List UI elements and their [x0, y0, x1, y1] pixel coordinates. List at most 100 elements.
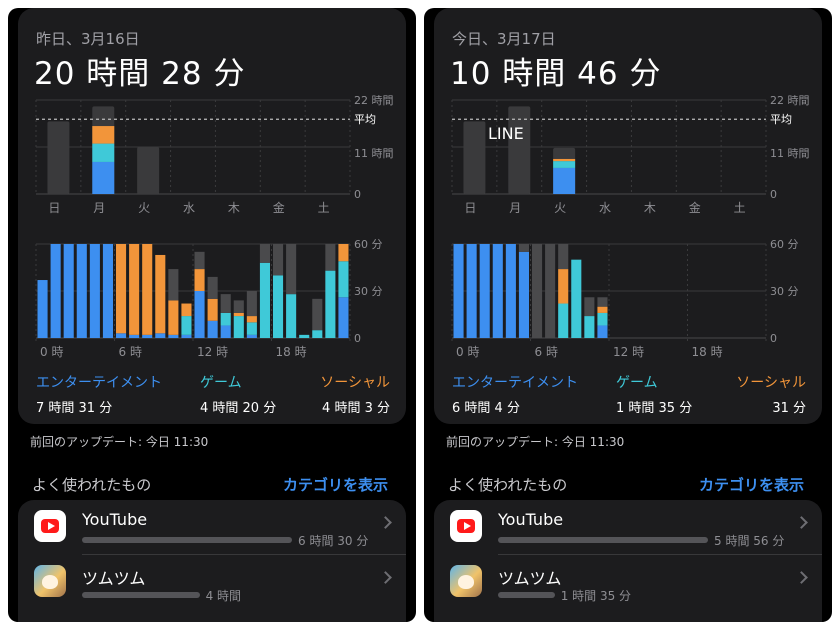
show-categories-button[interactable]: カテゴリを表示 — [282, 476, 388, 494]
hourly-bar-segment-ent — [181, 334, 192, 338]
app-name: YouTube — [82, 510, 148, 529]
hourly-bar-segment-game — [246, 322, 257, 335]
hourly-bar-segment-game — [584, 316, 595, 338]
hourly-bar-segment-ent — [466, 244, 477, 338]
hourly-bar-segment-other — [532, 244, 543, 338]
hourly-bar-segment-ent — [142, 334, 153, 338]
hourly-bar-segment-social — [246, 316, 257, 323]
hourly-bar-segment-social — [168, 300, 179, 335]
hourly-y-label: 30 分 — [354, 285, 383, 298]
hourly-bar-segment-other — [597, 297, 608, 307]
category-name: エンターテイメント — [36, 375, 162, 391]
category-time: 6 時間 4 分 — [452, 401, 520, 416]
app-time: 4 時間 — [205, 589, 242, 603]
category-entertainment: エンターテイメント 6 時間 4 分 — [452, 372, 578, 416]
hourly-bar-segment-social — [142, 244, 153, 335]
hourly-bar-segment-ent — [246, 334, 257, 338]
category-time: 31 分 — [772, 401, 806, 416]
hourly-bar-segment-social — [194, 269, 205, 291]
row-divider — [82, 554, 406, 555]
app-row-youtube[interactable]: YouTube 6 時間 30 分 — [18, 500, 406, 555]
app-time: 5 時間 56 分 — [714, 534, 785, 548]
hourly-bar-segment-game — [181, 316, 192, 335]
hourly-bar-segment-ent — [194, 291, 205, 338]
weekly-day-label: 金 — [273, 200, 285, 215]
weekly-y-label: 0 — [770, 188, 777, 201]
hourly-bar-segment-ent — [505, 244, 516, 338]
hourly-bar-segment-social — [116, 244, 127, 334]
screen-time-screen-yesterday: 昨日、3月16日 20 時間 28 分 日 月 火 水 木 金 土 22 時間 平均 11 時間 0… — [8, 8, 416, 622]
app-row-tsumtsum[interactable]: ツムツム 1 時間 35 分 — [434, 555, 822, 609]
chevron-right-icon — [379, 571, 392, 584]
hourly-bar-segment-ent — [168, 334, 179, 338]
app-row-youtube[interactable]: YouTube 5 時間 56 分 — [434, 500, 822, 555]
hourly-bar-segment-ent — [63, 244, 74, 338]
hourly-bar-segment-social — [207, 298, 218, 321]
hourly-bar-segment-social — [181, 303, 192, 317]
weekly-bar — [463, 121, 486, 194]
hourly-x-label: 18 時 — [692, 345, 723, 359]
category-name: ソーシャル — [320, 375, 390, 391]
weekly-day-label: 水 — [599, 201, 611, 215]
tsumtsum-app-icon — [34, 565, 66, 597]
weekly-day-label: 土 — [318, 201, 330, 215]
weekly-bar — [47, 121, 70, 194]
hourly-x-label: 6 時 — [535, 345, 558, 359]
weekly-bar — [137, 147, 160, 194]
hourly-bar-segment-game — [312, 330, 323, 338]
hourly-bar-segment-ent — [50, 244, 61, 338]
weekly-y-label: 0 — [354, 188, 361, 201]
last-updated: 前回のアップデート: 今日 11:30 — [30, 435, 209, 449]
hourly-bar-segment-social — [233, 312, 244, 317]
hourly-bar-segment-social — [558, 269, 569, 304]
app-usage-bar — [82, 592, 200, 598]
weekly-bar — [508, 106, 531, 194]
category-time: 7 時間 31 分 — [36, 401, 113, 416]
weekly-day-label: 金 — [689, 200, 701, 215]
hourly-y-label: 0 — [770, 332, 777, 345]
hourly-bar-segment-social — [129, 244, 140, 335]
weekly-day-label: 日 — [48, 201, 60, 215]
weekly-day-label: 火 — [554, 201, 566, 215]
hourly-bar-segment-game — [597, 312, 608, 326]
app-name-partial: LINE — [488, 124, 524, 143]
chevron-right-icon — [795, 516, 808, 529]
hourly-bar-segment-ent — [518, 251, 529, 338]
chevron-right-icon — [795, 571, 808, 584]
hourly-bar-segment-social — [155, 254, 166, 334]
show-categories-button[interactable]: カテゴリを表示 — [698, 476, 804, 494]
hourly-x-label: 6 時 — [119, 345, 142, 359]
last-updated: 前回のアップデート: 今日 11:30 — [446, 435, 625, 449]
hourly-bar-segment-game — [286, 294, 297, 338]
hourly-x-label: 0 時 — [40, 345, 63, 359]
category-name: エンターテイメント — [452, 375, 578, 391]
hourly-bar-segment-ent — [479, 244, 490, 338]
hourly-bar-segment-game — [259, 262, 270, 338]
youtube-app-icon — [450, 510, 482, 542]
hourly-bar-segment-game — [571, 259, 582, 338]
hourly-bar-segment-other — [168, 269, 179, 301]
weekly-day-label: 木 — [228, 201, 240, 215]
most-used-title: よく使われたもの — [448, 476, 568, 494]
hourly-bar-segment-ent — [129, 334, 140, 338]
weekly-day-label: 火 — [138, 201, 150, 215]
weekly-y-label: 11 時間 — [770, 147, 810, 160]
row-divider — [498, 554, 822, 555]
category-entertainment: エンターテイメント 7 時間 31 分 — [36, 372, 162, 416]
weekly-day-label: 月 — [509, 201, 521, 215]
hourly-bar-segment-ent — [102, 244, 113, 338]
hourly-bar-segment-ent — [207, 320, 218, 338]
hourly-x-label: 0 時 — [456, 345, 479, 359]
hourly-x-label: 12 時 — [197, 345, 228, 359]
weekly-y-label: 平均 — [354, 113, 376, 126]
weekly-bar-segment-ent — [553, 167, 576, 194]
hourly-y-label: 0 — [354, 332, 361, 345]
screen-time-screen-today: 今日、3月17日 10 時間 46 分 日 月 火 水 木 金 土 22 時間 平均 11 時間 0… — [424, 8, 832, 622]
hourly-bar-segment-other — [246, 291, 257, 317]
weekly-y-label: 22 時間 — [354, 94, 394, 107]
category-social: ソーシャル 4 時間 3 分 — [320, 372, 390, 416]
date-label: 今日、3月17日 — [452, 30, 556, 48]
category-time: 4 時間 20 分 — [200, 401, 277, 416]
weekly-y-label: 22 時間 — [770, 94, 810, 107]
app-row-tsumtsum[interactable]: ツムツム 4 時間 — [18, 555, 406, 609]
